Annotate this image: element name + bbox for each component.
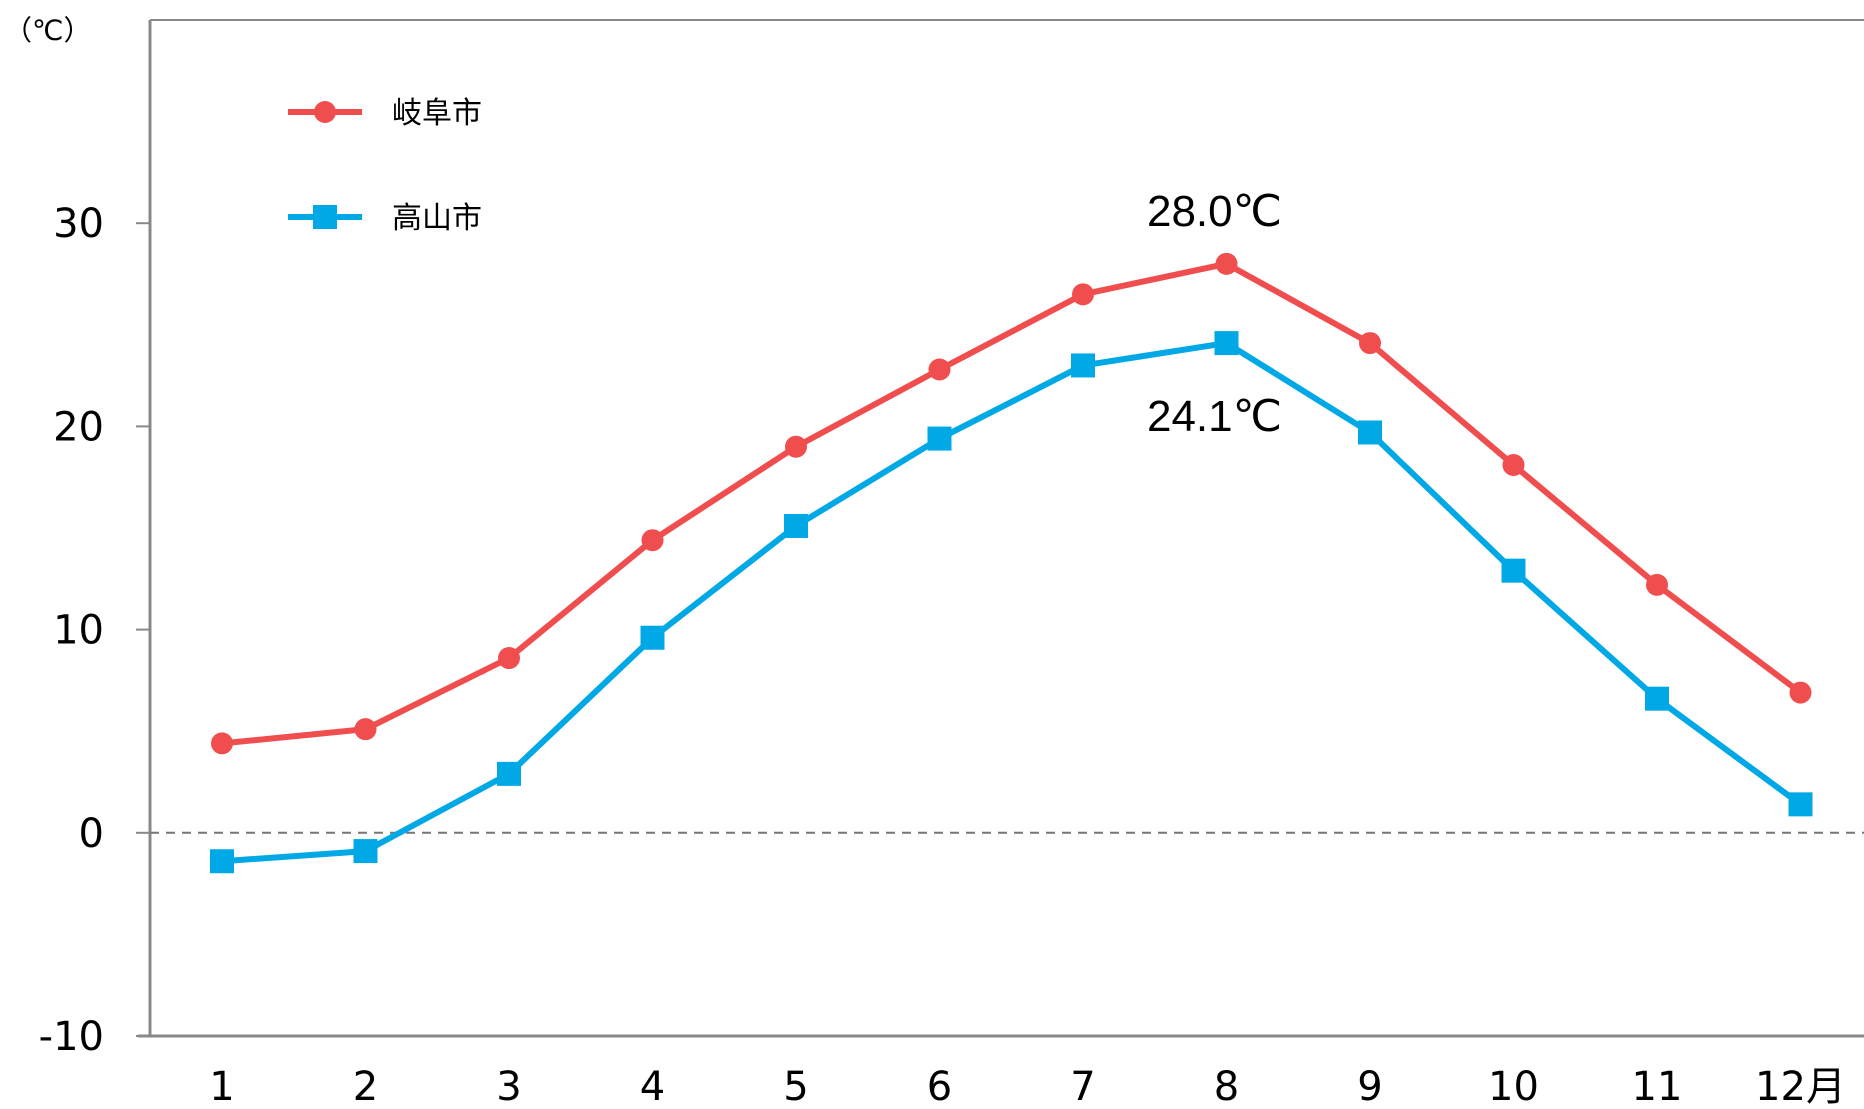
legend-label: 高山市 [392,201,482,236]
x-tick-label: 6 [927,1064,952,1109]
data-point [1071,353,1095,378]
data-label: 28.0℃ [1147,187,1282,236]
legend-label: 岐阜市 [392,96,482,131]
legend-marker [314,101,336,123]
data-point [640,625,665,650]
data-point [498,647,520,670]
legend-marker [313,205,337,229]
x-tick-label: 12月 [1755,1064,1846,1109]
y-axis-unit-label: （℃） [4,14,91,47]
x-tick-label: 2 [353,1064,378,1109]
data-label: 24.1℃ [1147,392,1282,441]
x-tick-label: 8 [1214,1064,1239,1109]
x-tick-label: 7 [1070,1064,1095,1109]
data-point [1358,420,1382,445]
x-tick-label: 9 [1357,1064,1382,1109]
x-tick-label: 5 [783,1064,808,1109]
data-point [1646,573,1668,596]
x-tick-label: 1 [209,1064,234,1109]
data-point [354,718,377,741]
data-point [1789,681,1812,704]
data-point [927,426,952,451]
data-point [785,435,807,458]
x-tick-label: 10 [1488,1064,1539,1109]
x-tick-label: 4 [640,1064,665,1109]
y-tick-label: 10 [53,608,104,654]
data-point [497,761,521,786]
x-tick-label: 11 [1632,1064,1683,1109]
annotations: 28.0℃ 24.1℃ [1147,187,1282,441]
data-point [1788,792,1813,817]
series-line [221,260,1803,747]
data-point [210,849,234,874]
legend-item-1: 岐阜市 [288,96,482,131]
data-point [1502,454,1525,477]
legend-item-2: 高山市 [288,201,482,236]
data-point [641,529,664,552]
data-point [928,358,951,381]
data-point [211,732,233,755]
series-line [221,340,1803,865]
series-2 [210,331,1813,874]
data-point [1359,332,1381,355]
data-point [1645,686,1669,711]
y-axis-ticks: -10 0 10 20 30 [39,201,150,1060]
y-tick-label: 20 [53,404,104,450]
plot-frame [138,19,1864,1038]
series-layer [210,252,1813,874]
x-tick-label: 3 [496,1064,521,1109]
data-point [1215,252,1238,275]
data-point [1214,331,1239,356]
series-1 [211,252,1812,755]
data-point [1072,283,1094,306]
y-tick-label: 0 [79,811,104,857]
y-tick-label: 30 [53,201,104,247]
data-point [1501,558,1526,583]
data-point [784,513,808,538]
data-point [353,839,378,864]
x-axis-ticks: 1 2 3 4 5 6 7 8 9 10 11 12月 [209,1064,1846,1109]
y-tick-label: -10 [39,1014,104,1060]
